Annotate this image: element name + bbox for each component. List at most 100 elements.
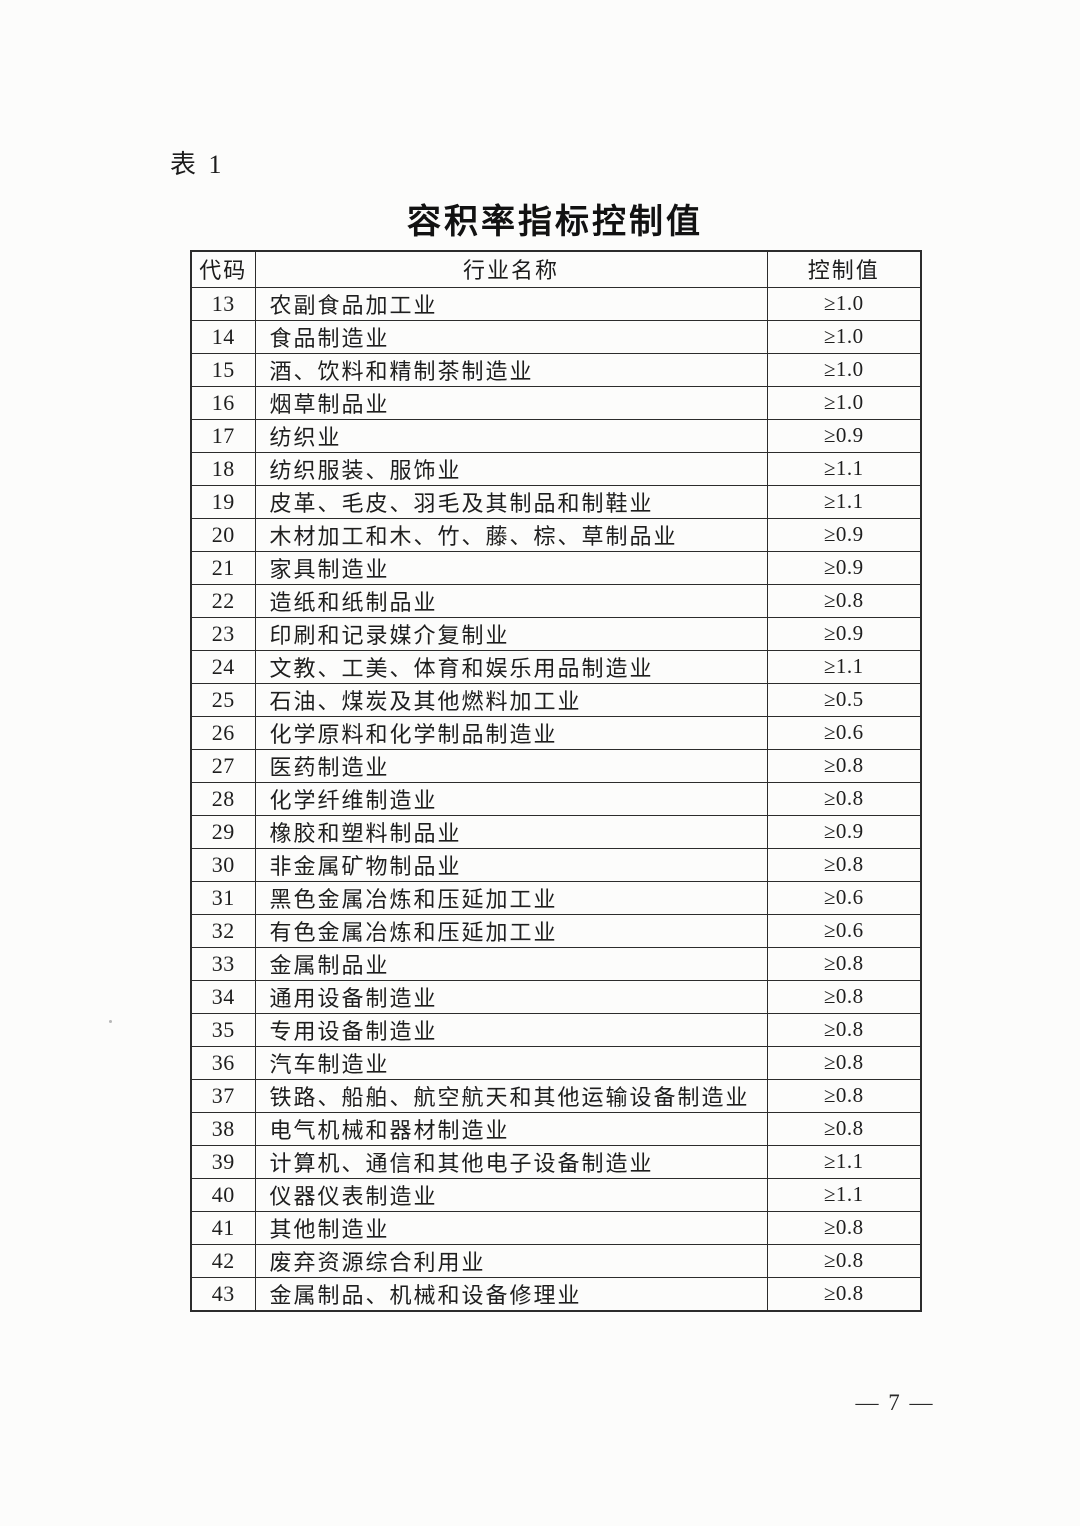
scan-artifact-dot: [109, 1020, 112, 1023]
table-row: 27 医药制造业 ≥0.8: [190, 748, 922, 783]
industry-cell: 家具制造业: [254, 550, 768, 585]
code-cell: 40: [190, 1177, 256, 1212]
column-header-industry: 行业名称: [254, 250, 768, 288]
page-number: — 7 —: [855, 1390, 935, 1415]
value-cell: ≥0.8: [766, 979, 922, 1014]
code-cell: 29: [190, 814, 256, 849]
code-cell: 27: [190, 748, 256, 783]
value-cell: ≥0.8: [766, 1012, 922, 1047]
code-cell: 14: [190, 319, 256, 354]
value-cell: ≥0.8: [766, 781, 922, 816]
code-cell: 34: [190, 979, 256, 1014]
value-cell: ≥0.8: [766, 1045, 922, 1080]
industry-cell: 金属制品业: [254, 946, 768, 981]
value-cell: ≥0.8: [766, 946, 922, 981]
table-row: 32 有色金属冶炼和压延加工业 ≥0.6: [190, 913, 922, 948]
table-row: 39 计算机、通信和其他电子设备制造业 ≥1.1: [190, 1144, 922, 1179]
table-row: 37 铁路、船舶、航空航天和其他运输设备制造业 ≥0.8: [190, 1078, 922, 1113]
value-cell: ≥0.6: [766, 880, 922, 915]
table-row: 23 印刷和记录媒介复制业 ≥0.9: [190, 616, 922, 651]
industry-cell: 木材加工和木、竹、藤、棕、草制品业: [254, 517, 768, 552]
code-cell: 19: [190, 484, 256, 519]
value-cell: ≥1.1: [766, 649, 922, 684]
code-cell: 16: [190, 385, 256, 420]
table-row: 19 皮革、毛皮、羽毛及其制品和制鞋业 ≥1.1: [190, 484, 922, 519]
industry-cell: 非金属矿物制品业: [254, 847, 768, 882]
code-cell: 33: [190, 946, 256, 981]
code-cell: 18: [190, 451, 256, 486]
code-cell: 43: [190, 1276, 256, 1311]
code-cell: 38: [190, 1111, 256, 1146]
industry-cell: 皮革、毛皮、羽毛及其制品和制鞋业: [254, 484, 768, 519]
industry-cell: 酒、饮料和精制茶制造业: [254, 352, 768, 387]
industry-cell: 印刷和记录媒介复制业: [254, 616, 768, 651]
table-body: 13 农副食品加工业 ≥1.0 14 食品制造业 ≥1.0 15 酒、饮料和精制茶制造业 ≥1.…: [190, 286, 922, 1311]
table-row: 14 食品制造业 ≥1.0: [190, 319, 922, 354]
industry-cell: 铁路、船舶、航空航天和其他运输设备制造业: [254, 1078, 768, 1113]
industry-cell: 电气机械和器材制造业: [254, 1111, 768, 1146]
table-row: 42 废弃资源综合利用业 ≥0.8: [190, 1243, 922, 1278]
value-cell: ≥0.6: [766, 913, 922, 948]
code-cell: 20: [190, 517, 256, 552]
table-row: 35 专用设备制造业 ≥0.8: [190, 1012, 922, 1047]
table-row: 26 化学原料和化学制品制造业 ≥0.6: [190, 715, 922, 750]
code-cell: 15: [190, 352, 256, 387]
industry-cell: 纺织业: [254, 418, 768, 453]
table-row: 43 金属制品、机械和设备修理业 ≥0.8: [190, 1276, 922, 1311]
industry-cell: 化学纤维制造业: [254, 781, 768, 816]
value-cell: ≥1.1: [766, 451, 922, 486]
industry-cell: 农副食品加工业: [254, 286, 768, 321]
value-cell: ≥0.8: [766, 1243, 922, 1278]
code-cell: 24: [190, 649, 256, 684]
value-cell: ≥1.1: [766, 1144, 922, 1179]
table-row: 22 造纸和纸制品业 ≥0.8: [190, 583, 922, 618]
value-cell: ≥0.8: [766, 847, 922, 882]
industry-cell: 废弃资源综合利用业: [254, 1243, 768, 1278]
industry-cell: 纺织服装、服饰业: [254, 451, 768, 486]
value-cell: ≥0.9: [766, 814, 922, 849]
table-row: 38 电气机械和器材制造业 ≥0.8: [190, 1111, 922, 1146]
industry-cell: 其他制造业: [254, 1210, 768, 1245]
table-row: 15 酒、饮料和精制茶制造业 ≥1.0: [190, 352, 922, 387]
value-cell: ≥1.0: [766, 352, 922, 387]
industry-cell: 医药制造业: [254, 748, 768, 783]
industry-cell: 烟草制品业: [254, 385, 768, 420]
table-row: 25 石油、煤炭及其他燃料加工业 ≥0.5: [190, 682, 922, 717]
industry-cell: 橡胶和塑料制品业: [254, 814, 768, 849]
table-row: 34 通用设备制造业 ≥0.8: [190, 979, 922, 1014]
value-cell: ≥0.9: [766, 517, 922, 552]
table-row: 21 家具制造业 ≥0.9: [190, 550, 922, 585]
table-row: 24 文教、工美、体育和娱乐用品制造业 ≥1.1: [190, 649, 922, 684]
table-label: 表 1: [170, 150, 225, 179]
code-cell: 36: [190, 1045, 256, 1080]
column-header-value: 控制值: [766, 250, 922, 288]
table-row: 18 纺织服装、服饰业 ≥1.1: [190, 451, 922, 486]
table-row: 13 农副食品加工业 ≥1.0: [190, 286, 922, 321]
industry-cell: 黑色金属冶炼和压延加工业: [254, 880, 768, 915]
value-cell: ≥0.8: [766, 1210, 922, 1245]
industry-cell: 文教、工美、体育和娱乐用品制造业: [254, 649, 768, 684]
industry-cell: 食品制造业: [254, 319, 768, 354]
code-cell: 26: [190, 715, 256, 750]
value-cell: ≥0.8: [766, 1078, 922, 1113]
industry-cell: 金属制品、机械和设备修理业: [254, 1276, 768, 1311]
industry-cell: 石油、煤炭及其他燃料加工业: [254, 682, 768, 717]
value-cell: ≥1.1: [766, 1177, 922, 1212]
industry-cell: 专用设备制造业: [254, 1012, 768, 1047]
value-cell: ≥1.0: [766, 286, 922, 321]
table-row: 36 汽车制造业 ≥0.8: [190, 1045, 922, 1080]
code-cell: 32: [190, 913, 256, 948]
code-cell: 23: [190, 616, 256, 651]
industry-cell: 造纸和纸制品业: [254, 583, 768, 618]
code-cell: 13: [190, 286, 256, 321]
value-cell: ≥1.1: [766, 484, 922, 519]
column-header-code: 代码: [190, 250, 256, 288]
value-cell: ≥0.8: [766, 1276, 922, 1311]
industry-cell: 有色金属冶炼和压延加工业: [254, 913, 768, 948]
industry-cell: 化学原料和化学制品制造业: [254, 715, 768, 750]
industry-cell: 仪器仪表制造业: [254, 1177, 768, 1212]
code-cell: 42: [190, 1243, 256, 1278]
table-row: 40 仪器仪表制造业 ≥1.1: [190, 1177, 922, 1212]
table-row: 29 橡胶和塑料制品业 ≥0.9: [190, 814, 922, 849]
table-row: 41 其他制造业 ≥0.8: [190, 1210, 922, 1245]
